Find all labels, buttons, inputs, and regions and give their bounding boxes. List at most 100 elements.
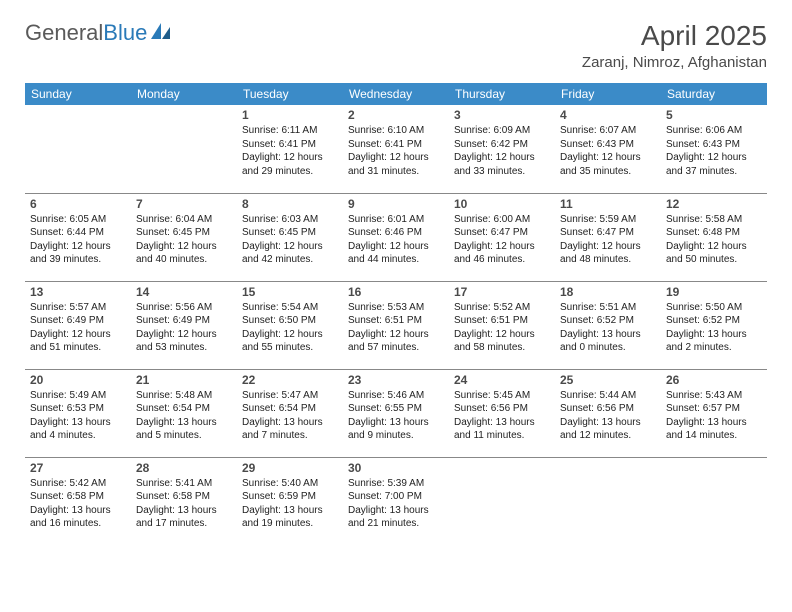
weekday-header: Thursday [449, 83, 555, 105]
day-info-line: Sunrise: 6:03 AM [242, 213, 338, 227]
day-cell: 30Sunrise: 5:39 AMSunset: 7:00 PMDayligh… [343, 457, 449, 545]
day-info-line: Daylight: 12 hours [136, 328, 232, 342]
day-info-line: and 33 minutes. [454, 165, 550, 179]
week-row: 20Sunrise: 5:49 AMSunset: 6:53 PMDayligh… [25, 369, 767, 457]
day-info-line: Daylight: 13 hours [30, 416, 126, 430]
day-number: 3 [454, 108, 550, 122]
weekday-header: Sunday [25, 83, 131, 105]
day-info-line: and 9 minutes. [348, 429, 444, 443]
day-cell: 25Sunrise: 5:44 AMSunset: 6:56 PMDayligh… [555, 369, 661, 457]
day-info-line: Sunrise: 5:58 AM [666, 213, 762, 227]
day-cell: 9Sunrise: 6:01 AMSunset: 6:46 PMDaylight… [343, 193, 449, 281]
day-number: 5 [666, 108, 762, 122]
day-info-line: Sunrise: 6:10 AM [348, 124, 444, 138]
week-row: 27Sunrise: 5:42 AMSunset: 6:58 PMDayligh… [25, 457, 767, 545]
day-cell: 18Sunrise: 5:51 AMSunset: 6:52 PMDayligh… [555, 281, 661, 369]
day-cell: 27Sunrise: 5:42 AMSunset: 6:58 PMDayligh… [25, 457, 131, 545]
day-info-line: Sunset: 6:56 PM [454, 402, 550, 416]
day-info-line: Sunset: 6:57 PM [666, 402, 762, 416]
day-info-line: Sunset: 6:56 PM [560, 402, 656, 416]
day-info-line: Sunrise: 5:46 AM [348, 389, 444, 403]
weekday-header: Wednesday [343, 83, 449, 105]
day-number: 13 [30, 285, 126, 299]
day-info-line: Daylight: 13 hours [666, 328, 762, 342]
day-info-line: Daylight: 12 hours [242, 240, 338, 254]
day-info-line: Sunset: 6:58 PM [30, 490, 126, 504]
day-info-line: and 0 minutes. [560, 341, 656, 355]
day-info-line: and 57 minutes. [348, 341, 444, 355]
brand-text-2: Blue [103, 20, 147, 46]
day-info-line: Daylight: 12 hours [348, 328, 444, 342]
day-cell: 4Sunrise: 6:07 AMSunset: 6:43 PMDaylight… [555, 105, 661, 193]
day-number: 2 [348, 108, 444, 122]
day-info-line: Sunset: 6:49 PM [30, 314, 126, 328]
day-cell: 21Sunrise: 5:48 AMSunset: 6:54 PMDayligh… [131, 369, 237, 457]
day-number: 23 [348, 373, 444, 387]
day-number: 24 [454, 373, 550, 387]
weekday-header: Monday [131, 83, 237, 105]
day-info-line: Sunset: 6:44 PM [30, 226, 126, 240]
day-info-line: Daylight: 12 hours [560, 151, 656, 165]
day-info-line: Sunset: 6:54 PM [242, 402, 338, 416]
day-info-line: Sunset: 6:54 PM [136, 402, 232, 416]
day-info-line: Sunrise: 5:44 AM [560, 389, 656, 403]
day-cell: 22Sunrise: 5:47 AMSunset: 6:54 PMDayligh… [237, 369, 343, 457]
day-cell: 7Sunrise: 6:04 AMSunset: 6:45 PMDaylight… [131, 193, 237, 281]
day-info-line: Sunset: 6:45 PM [242, 226, 338, 240]
day-cell: 16Sunrise: 5:53 AMSunset: 6:51 PMDayligh… [343, 281, 449, 369]
day-number: 29 [242, 461, 338, 475]
day-info-line: and 39 minutes. [30, 253, 126, 267]
day-info-line: and 16 minutes. [30, 517, 126, 531]
day-info-line: Daylight: 12 hours [30, 240, 126, 254]
day-info-line: and 14 minutes. [666, 429, 762, 443]
day-info-line: Sunrise: 5:42 AM [30, 477, 126, 491]
day-info-line: Daylight: 12 hours [30, 328, 126, 342]
location-text: Zaranj, Nimroz, Afghanistan [582, 54, 767, 71]
day-info-line: Sunrise: 5:48 AM [136, 389, 232, 403]
day-info-line: and 51 minutes. [30, 341, 126, 355]
day-info-line: Sunrise: 5:57 AM [30, 301, 126, 315]
day-number: 9 [348, 197, 444, 211]
weekday-header-row: Sunday Monday Tuesday Wednesday Thursday… [25, 83, 767, 105]
day-number: 16 [348, 285, 444, 299]
day-number: 20 [30, 373, 126, 387]
day-number: 11 [560, 197, 656, 211]
day-cell: 20Sunrise: 5:49 AMSunset: 6:53 PMDayligh… [25, 369, 131, 457]
day-info-line: Sunrise: 6:06 AM [666, 124, 762, 138]
day-info-line: Daylight: 12 hours [242, 151, 338, 165]
day-info-line: Daylight: 12 hours [242, 328, 338, 342]
day-cell: 6Sunrise: 6:05 AMSunset: 6:44 PMDaylight… [25, 193, 131, 281]
day-info-line: and 35 minutes. [560, 165, 656, 179]
day-cell: 5Sunrise: 6:06 AMSunset: 6:43 PMDaylight… [661, 105, 767, 193]
day-info-line: and 17 minutes. [136, 517, 232, 531]
day-info-line: and 11 minutes. [454, 429, 550, 443]
day-cell: 24Sunrise: 5:45 AMSunset: 6:56 PMDayligh… [449, 369, 555, 457]
day-info-line: Sunrise: 6:00 AM [454, 213, 550, 227]
day-info-line: Sunset: 6:41 PM [348, 138, 444, 152]
day-cell: 2Sunrise: 6:10 AMSunset: 6:41 PMDaylight… [343, 105, 449, 193]
day-info-line: Daylight: 13 hours [242, 504, 338, 518]
day-cell: 3Sunrise: 6:09 AMSunset: 6:42 PMDaylight… [449, 105, 555, 193]
day-info-line: Sunrise: 5:45 AM [454, 389, 550, 403]
day-info-line: Sunrise: 5:40 AM [242, 477, 338, 491]
day-number: 19 [666, 285, 762, 299]
day-info-line: Daylight: 12 hours [666, 240, 762, 254]
empty-cell [449, 457, 555, 545]
day-info-line: Sunset: 6:58 PM [136, 490, 232, 504]
day-info-line: Sunset: 6:43 PM [560, 138, 656, 152]
day-number: 10 [454, 197, 550, 211]
day-info-line: and 37 minutes. [666, 165, 762, 179]
day-cell: 19Sunrise: 5:50 AMSunset: 6:52 PMDayligh… [661, 281, 767, 369]
day-info-line: Sunrise: 6:09 AM [454, 124, 550, 138]
day-info-line: Daylight: 12 hours [136, 240, 232, 254]
day-number: 1 [242, 108, 338, 122]
day-info-line: Sunrise: 6:11 AM [242, 124, 338, 138]
week-row: 1 Sunrise: 6:11 AM Sunset: 6:41 PM Daylight… [25, 105, 767, 193]
weekday-header: Saturday [661, 83, 767, 105]
day-info-line: and 58 minutes. [454, 341, 550, 355]
day-info-line: Daylight: 13 hours [560, 328, 656, 342]
title-block: April 2025 Zaranj, Nimroz, Afghanistan [582, 20, 767, 71]
day-info-line: Sunset: 6:48 PM [666, 226, 762, 240]
day-info-line: and 31 minutes. [348, 165, 444, 179]
day-info-line: Sunset: 6:50 PM [242, 314, 338, 328]
